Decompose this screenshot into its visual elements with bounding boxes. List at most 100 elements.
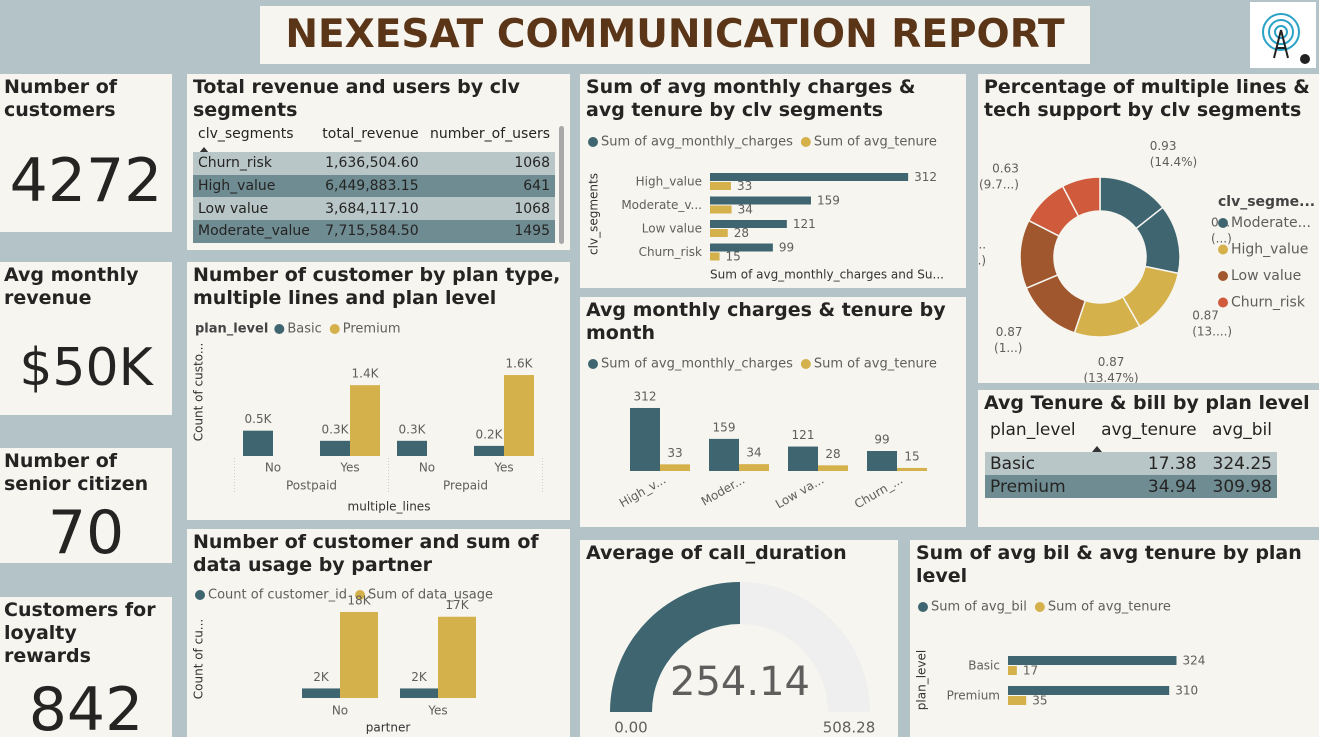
table-cell: 3,684,117.10 xyxy=(325,200,419,217)
legend-label: Sum of avg_bil xyxy=(931,600,1027,615)
bar xyxy=(710,196,811,205)
group-label: Prepaid xyxy=(443,479,488,493)
legend-label: Premium xyxy=(343,322,401,337)
card-label: Number of customers xyxy=(4,76,118,121)
legend-marker xyxy=(800,359,811,369)
chart: plan_level Basic Premium Count of custo... m… xyxy=(192,322,543,514)
chart-title: Avg monthly charges & tenure by month xyxy=(586,299,946,344)
scrollbar xyxy=(559,126,564,244)
data-label: 0.5K xyxy=(245,412,273,426)
x-axis-label: partner xyxy=(366,721,411,735)
table-cell: Moderate_value xyxy=(198,223,310,240)
category-label: Basic xyxy=(968,659,1000,673)
category-label: No xyxy=(419,461,435,475)
donut-slice xyxy=(1061,176,1101,218)
table-cell: 309.98 xyxy=(1212,476,1272,497)
table: plan_level avg_tenure avg_bil Basic 17.38 324… xyxy=(985,420,1277,498)
chart-panel: Sum of avg_monthly_charges Sum of avg_ten… xyxy=(580,74,966,288)
chart-panel: Sum of avg_monthly_charges Sum of avg_ten… xyxy=(580,297,966,527)
bar xyxy=(1008,656,1177,665)
card-value: $50K xyxy=(19,338,153,398)
bar xyxy=(710,252,720,261)
table-title: Total revenue and users by clv segments xyxy=(193,76,520,121)
data-label: 0.63 xyxy=(992,161,1019,175)
legend-label: Sum of avg_tenure xyxy=(814,357,937,372)
data-label: 28 xyxy=(825,447,840,461)
category-label: No xyxy=(332,704,348,718)
table-panel: Total revenue and users by clv segments … xyxy=(187,74,570,250)
legend-title: clv_segme... xyxy=(1218,194,1315,210)
kpi-card: Number of senior citizen 70 xyxy=(0,448,172,563)
category-label: Churn_risk xyxy=(639,245,702,259)
card-label: Number of senior citizen xyxy=(4,450,149,495)
bar xyxy=(630,407,660,471)
bar xyxy=(710,205,732,214)
column-header: total_revenue xyxy=(322,126,419,142)
chart-title: Percentage of multiple lines & tech supp… xyxy=(984,76,1310,121)
data-label: 0... xyxy=(978,237,986,251)
legend-label: Sum of avg_tenure xyxy=(1048,600,1171,615)
chart-title: Number of customer by plan type, multipl… xyxy=(193,264,561,309)
data-label: 159 xyxy=(713,420,736,434)
card-value: 842 xyxy=(28,675,144,737)
data-label: 2K xyxy=(411,670,428,684)
legend-marker xyxy=(1218,218,1228,228)
legend-marker xyxy=(588,359,598,369)
logo-icon xyxy=(1262,13,1310,64)
legend-label: Basic xyxy=(287,322,321,337)
header: NEXESAT COMMUNICATION REPORT xyxy=(260,6,1090,64)
table-cell: 1068 xyxy=(514,155,550,172)
legend-marker xyxy=(800,137,811,147)
table-row: Premium 34.94 309.98 xyxy=(985,475,1277,498)
card-label: Customers for loyalty rewards xyxy=(4,599,156,667)
table-cell: High_value xyxy=(198,178,276,195)
kpi-card: Avg monthly revenue $50K xyxy=(0,262,172,415)
data-label: 0.2K xyxy=(476,427,504,441)
percent-label: (1...) xyxy=(994,341,1022,355)
table-cell: 641 xyxy=(523,178,550,195)
category-label: High_v... xyxy=(617,473,668,511)
chart-panel: 254.14 0.00 508.28 Average of call_duration xyxy=(580,540,898,737)
bar xyxy=(739,464,769,471)
x-axis-label: Sum of avg_monthly_charges and Su... xyxy=(710,268,944,282)
data-label: 0.93 xyxy=(1150,139,1177,153)
table-cell: 324.25 xyxy=(1212,453,1272,474)
bar xyxy=(400,688,438,698)
data-label: 33 xyxy=(667,446,682,460)
column-header: clv_segments xyxy=(198,126,294,142)
chart: 254.14 0.00 508.28 xyxy=(610,582,875,737)
bar xyxy=(504,375,534,456)
bar xyxy=(660,464,690,471)
chart-title: Number of customer and sum of data usage… xyxy=(193,531,539,576)
data-label: 17K xyxy=(445,598,469,612)
table-panel: Avg Tenure & bill by plan level plan_lev… xyxy=(978,390,1319,527)
percent-label: (13.47%) xyxy=(1083,371,1138,383)
data-label: 18K xyxy=(347,593,371,607)
card-value: 4272 xyxy=(9,146,163,216)
data-label: 1.4K xyxy=(352,367,380,381)
data-label: 310 xyxy=(1175,684,1198,698)
group-label: Postpaid xyxy=(286,479,337,493)
column-header: plan_level xyxy=(990,420,1076,440)
chart: Sum of avg_monthly_charges Sum of avg_ten… xyxy=(588,357,937,511)
legend-marker xyxy=(329,324,340,334)
legend-label: Sum of avg_monthly_charges xyxy=(601,357,793,372)
chart-panel: Count of customer_id Sum of data_usage Cou… xyxy=(187,529,570,737)
kpi-card: Number of customers 4272 xyxy=(0,74,172,232)
chart-title: Sum of avg bil & avg tenure by plan leve… xyxy=(916,542,1302,587)
table-cell: 34.94 xyxy=(1147,476,1197,497)
category-label: Yes xyxy=(427,704,447,718)
bar xyxy=(1008,686,1170,695)
legend-marker xyxy=(1218,297,1228,308)
percent-label: (...) xyxy=(1211,231,1232,245)
legend-marker xyxy=(1218,271,1228,281)
legend-marker xyxy=(918,602,928,612)
bar xyxy=(709,438,739,471)
bar xyxy=(397,440,427,456)
legend-label: Moderate... xyxy=(1231,215,1311,231)
legend-label: High_value xyxy=(1231,242,1308,258)
legend-marker xyxy=(354,590,365,600)
data-label: 1.6K xyxy=(506,357,534,371)
table-cell: 1495 xyxy=(514,223,550,240)
y-axis-label: Count of custo... xyxy=(192,343,206,442)
